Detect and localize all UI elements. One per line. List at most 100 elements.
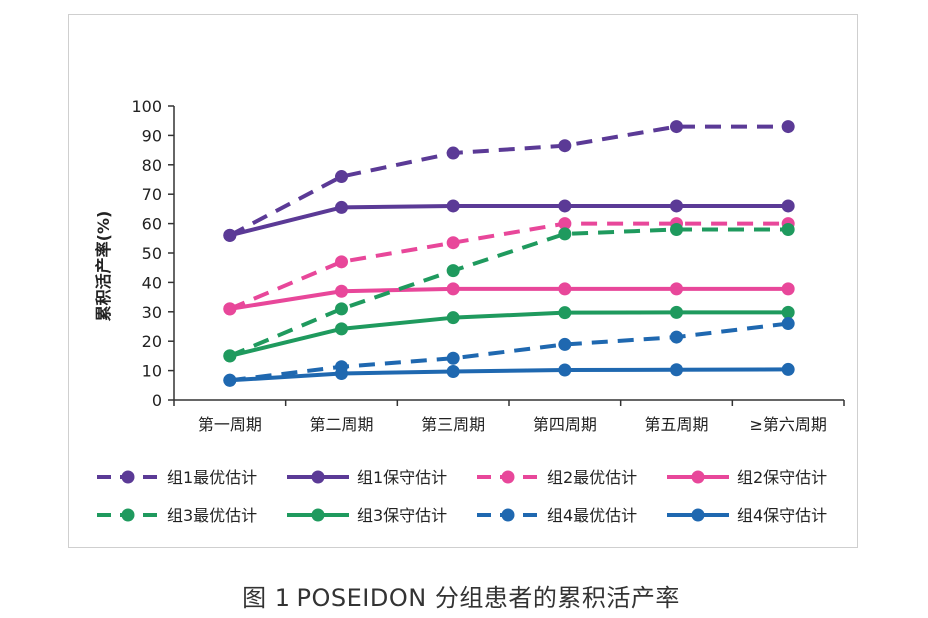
y-ticks: 0 10 20 30 40 50 60 70 80 90 100	[131, 97, 174, 410]
data-point	[335, 284, 348, 298]
data-point	[446, 311, 460, 325]
legend-swatch-marker	[121, 508, 135, 522]
y-tick-label: 0	[152, 391, 162, 410]
y-tick-label: 10	[142, 362, 162, 381]
legend-label: 组2保守估计	[737, 468, 827, 487]
data-point	[335, 255, 348, 269]
legend-swatch-marker	[501, 470, 515, 484]
legend-swatch-marker	[311, 470, 325, 484]
data-point	[446, 282, 460, 296]
data-point	[558, 227, 572, 241]
data-point	[558, 139, 572, 153]
legend-label: 组1保守估计	[357, 468, 447, 487]
legend-label: 组3最优估计	[167, 506, 257, 525]
legend-item: 组2最优估计	[477, 468, 637, 487]
y-tick-label: 50	[142, 244, 162, 263]
series-lines	[223, 120, 795, 387]
legend-swatch-marker	[691, 508, 705, 522]
series-line	[229, 310, 789, 358]
x-tick-label: 第一周期	[198, 415, 262, 434]
x-tick-label: 第五周期	[644, 415, 708, 434]
data-point	[670, 222, 683, 236]
caption-text: POSEIDON 分组患者的累积活产率	[296, 584, 680, 612]
legend-item: 组1保守估计	[287, 468, 447, 487]
data-point	[335, 200, 348, 214]
data-point	[781, 120, 795, 134]
chart-frame: 0 10 20 30 40 50 60 70 80 90 100 第一周期 第二周期 第三周期 第四周期第…	[68, 14, 858, 548]
series-line	[229, 221, 789, 311]
data-point	[670, 363, 683, 377]
legend-item: 组4保守估计	[667, 506, 827, 525]
y-tick-label: 40	[142, 273, 162, 292]
x-tick-label: 第二周期	[309, 415, 373, 434]
data-point	[446, 199, 460, 213]
series-line	[229, 203, 789, 238]
legend-swatch-marker	[121, 470, 135, 484]
data-point	[335, 302, 348, 316]
series-2	[223, 199, 795, 242]
data-point	[781, 222, 795, 236]
y-tick-label: 80	[142, 156, 162, 175]
legend-item: 组1最优估计	[97, 468, 257, 487]
series-line	[229, 227, 789, 358]
legend-item: 组3保守估计	[287, 506, 447, 525]
series-line	[229, 321, 789, 383]
data-point	[558, 199, 572, 213]
x-tick-label: ≥第六周期	[749, 415, 826, 434]
legend-label: 组4最优估计	[547, 506, 637, 525]
data-point	[446, 364, 460, 378]
x-tick-label: 第四周期	[533, 415, 597, 434]
y-tick-label: 70	[142, 185, 162, 204]
legend-label: 组3保守估计	[357, 506, 447, 525]
data-point	[558, 306, 572, 320]
series-5	[223, 222, 795, 363]
legend-label: 组2最优估计	[547, 468, 637, 487]
data-point	[781, 305, 795, 319]
data-point	[223, 228, 237, 242]
data-point	[781, 282, 795, 296]
line-chart: 0102030405060708090100 第一周期 第二周期 第三周期 第四周期第…	[94, 97, 845, 525]
x-ticks: 第一周期 第二周期 第三周期 第四周期 第五周期 ≥第六周期	[173, 400, 845, 434]
data-point	[558, 337, 572, 351]
data-point	[781, 317, 795, 331]
y-tick-label: 100	[131, 97, 162, 116]
series-line	[229, 367, 789, 383]
series-6	[223, 305, 795, 363]
data-point	[335, 170, 348, 184]
data-point	[446, 351, 460, 365]
data-point	[670, 282, 683, 296]
series-1	[223, 120, 795, 242]
data-point	[446, 264, 460, 278]
data-point	[558, 282, 572, 296]
data-point	[558, 363, 572, 377]
caption-label: 图 1	[242, 584, 291, 612]
series-line	[228, 124, 789, 238]
series-7	[223, 317, 795, 387]
data-point	[446, 236, 460, 250]
data-point	[670, 305, 683, 319]
legend-swatch-marker	[501, 508, 515, 522]
data-point	[670, 199, 683, 213]
data-point	[781, 199, 795, 213]
figure-caption: 图 1 POSEIDON 分组患者的累积活产率	[0, 578, 928, 613]
data-point	[335, 322, 348, 336]
y-tick-label: 90	[142, 126, 162, 145]
x-tick-label: 第三周期	[421, 415, 485, 434]
data-point	[670, 330, 683, 344]
data-point	[335, 367, 348, 381]
legend-swatch-marker	[691, 470, 705, 484]
legend-item: 组3最优估计	[97, 506, 257, 525]
data-point	[670, 120, 683, 134]
legend-label: 组4保守估计	[737, 506, 827, 525]
y-tick-label: 20	[142, 332, 162, 351]
legend-swatch-marker	[311, 508, 325, 522]
legend-item: 组4最优估计	[477, 506, 637, 525]
data-point	[223, 349, 237, 363]
data-point	[223, 302, 237, 316]
legend-item: 组2保守估计	[667, 468, 827, 487]
y-axis-label: 累积活产率(%)	[94, 211, 113, 322]
series-line	[229, 286, 789, 311]
data-point	[558, 217, 572, 231]
data-point	[446, 146, 460, 160]
